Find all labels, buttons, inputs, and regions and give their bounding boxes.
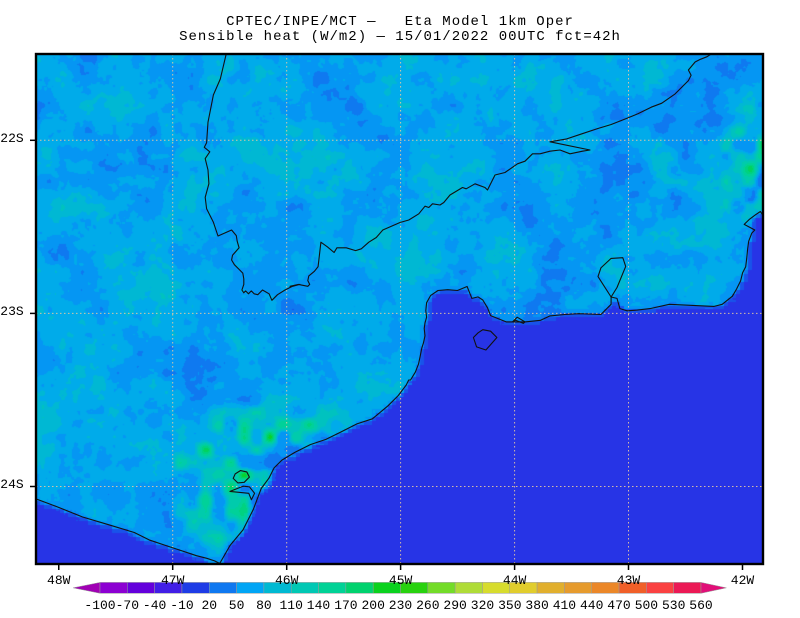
- svg-text:140: 140: [307, 598, 330, 613]
- svg-text:530: 530: [662, 598, 685, 613]
- svg-text:410: 410: [553, 598, 576, 613]
- svg-text:560: 560: [689, 598, 712, 613]
- svg-text:320: 320: [471, 598, 494, 613]
- svg-text:170: 170: [334, 598, 357, 613]
- svg-text:80: 80: [256, 598, 272, 613]
- svg-text:50: 50: [229, 598, 245, 613]
- svg-text:200: 200: [361, 598, 384, 613]
- svg-text:-70: -70: [116, 598, 139, 613]
- svg-text:-100: -100: [84, 598, 115, 613]
- svg-text:20: 20: [201, 598, 217, 613]
- svg-text:440: 440: [580, 598, 603, 613]
- svg-text:-40: -40: [143, 598, 166, 613]
- svg-text:260: 260: [416, 598, 439, 613]
- svg-text:110: 110: [279, 598, 302, 613]
- svg-text:380: 380: [525, 598, 548, 613]
- svg-text:350: 350: [498, 598, 521, 613]
- svg-text:-10: -10: [170, 598, 193, 613]
- svg-text:230: 230: [389, 598, 412, 613]
- svg-text:290: 290: [443, 598, 466, 613]
- svg-text:470: 470: [607, 598, 630, 613]
- svg-text:500: 500: [635, 598, 658, 613]
